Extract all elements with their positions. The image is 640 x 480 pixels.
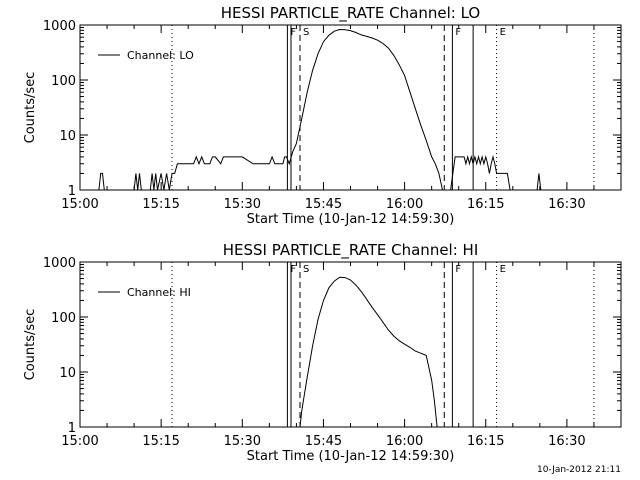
x-tick-label-hi: 15:00 — [61, 434, 98, 449]
y-tick-label-lo: 1 — [68, 184, 76, 199]
x-tick-label-lo: 15:30 — [224, 197, 261, 212]
x-axis-label-hi: Start Time (10-Jan-12 14:59:30) — [247, 449, 455, 464]
x-tick-label-lo: 15:15 — [142, 197, 179, 212]
y-tick-label-hi: 1 — [68, 421, 76, 436]
event-marker-label-hi: S — [303, 264, 309, 275]
panel-channel-lo: HESSI PARTICLE_RATE Channel: LO 15:00 15:1… — [23, 4, 622, 227]
y-tick-label-hi: 1000 — [43, 256, 76, 271]
event-marker-label-lo: E — [500, 27, 506, 38]
y-tick-label-hi: 100 — [51, 311, 76, 326]
x-tick-label-hi: 15:30 — [224, 434, 261, 449]
x-tick-label-lo: 15:00 — [61, 197, 98, 212]
event-marker-label-hi: F — [290, 264, 296, 275]
y-axis-label-hi: Counts/sec — [23, 309, 38, 381]
x-tick-label-hi: 16:30 — [548, 434, 585, 449]
y-tick-label-lo: 100 — [51, 74, 76, 89]
event-marker-label-lo: F — [455, 27, 461, 38]
chart-title-lo: HESSI PARTICLE_RATE Channel: LO — [221, 4, 480, 23]
event-marker-label-hi: E — [500, 264, 506, 275]
legend-label-lo: Channel: LO — [127, 49, 194, 62]
event-marker-label-hi: F — [455, 264, 461, 275]
y-axis-label-lo: Counts/sec — [23, 72, 38, 144]
series-line-hi — [299, 276, 438, 428]
panel-channel-hi: HESSI PARTICLE_RATE Channel: HI 15:00 15:1… — [23, 241, 622, 464]
series-line-lo — [98, 28, 542, 191]
y-tick-label-lo: 1000 — [43, 19, 76, 34]
event-marker-label-lo: S — [303, 27, 309, 38]
x-tick-label-lo: 16:30 — [548, 197, 585, 212]
x-tick-label-lo: 16:15 — [467, 197, 504, 212]
y-tick-label-hi: 10 — [59, 366, 76, 381]
x-tick-label-lo: 16:00 — [386, 197, 423, 212]
x-tick-label-lo: 15:45 — [305, 197, 342, 212]
event-marker-label-lo: F — [290, 27, 296, 38]
x-tick-label-hi: 15:45 — [305, 434, 342, 449]
x-tick-label-hi: 15:15 — [142, 434, 179, 449]
footer-timestamp: 10-Jan-2012 21:11 — [537, 465, 621, 475]
x-tick-label-hi: 16:00 — [386, 434, 423, 449]
x-tick-label-hi: 16:15 — [467, 434, 504, 449]
y-tick-label-lo: 10 — [59, 129, 76, 144]
x-axis-label-lo: Start Time (10-Jan-12 14:59:30) — [247, 212, 455, 227]
chart-title-hi: HESSI PARTICLE_RATE Channel: HI — [223, 241, 479, 260]
legend-label-hi: Channel: HI — [127, 286, 191, 299]
